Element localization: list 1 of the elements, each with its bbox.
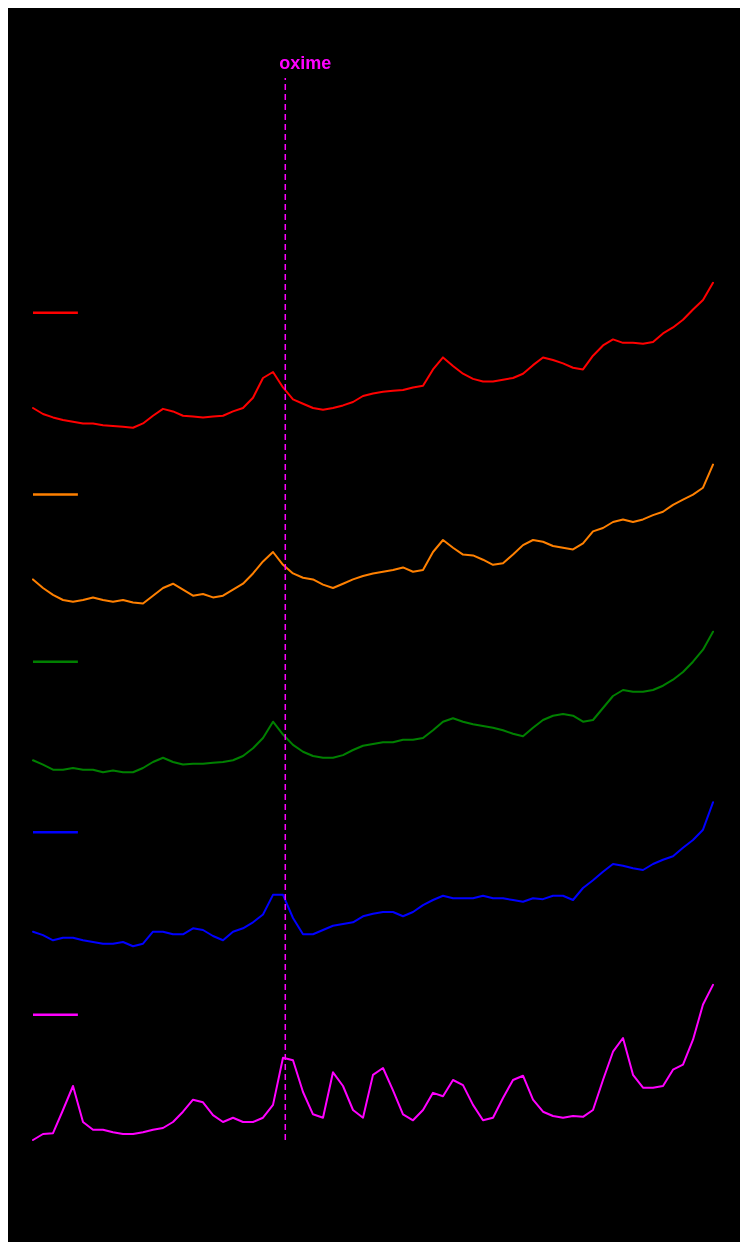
text: oxime: [279, 53, 332, 73]
